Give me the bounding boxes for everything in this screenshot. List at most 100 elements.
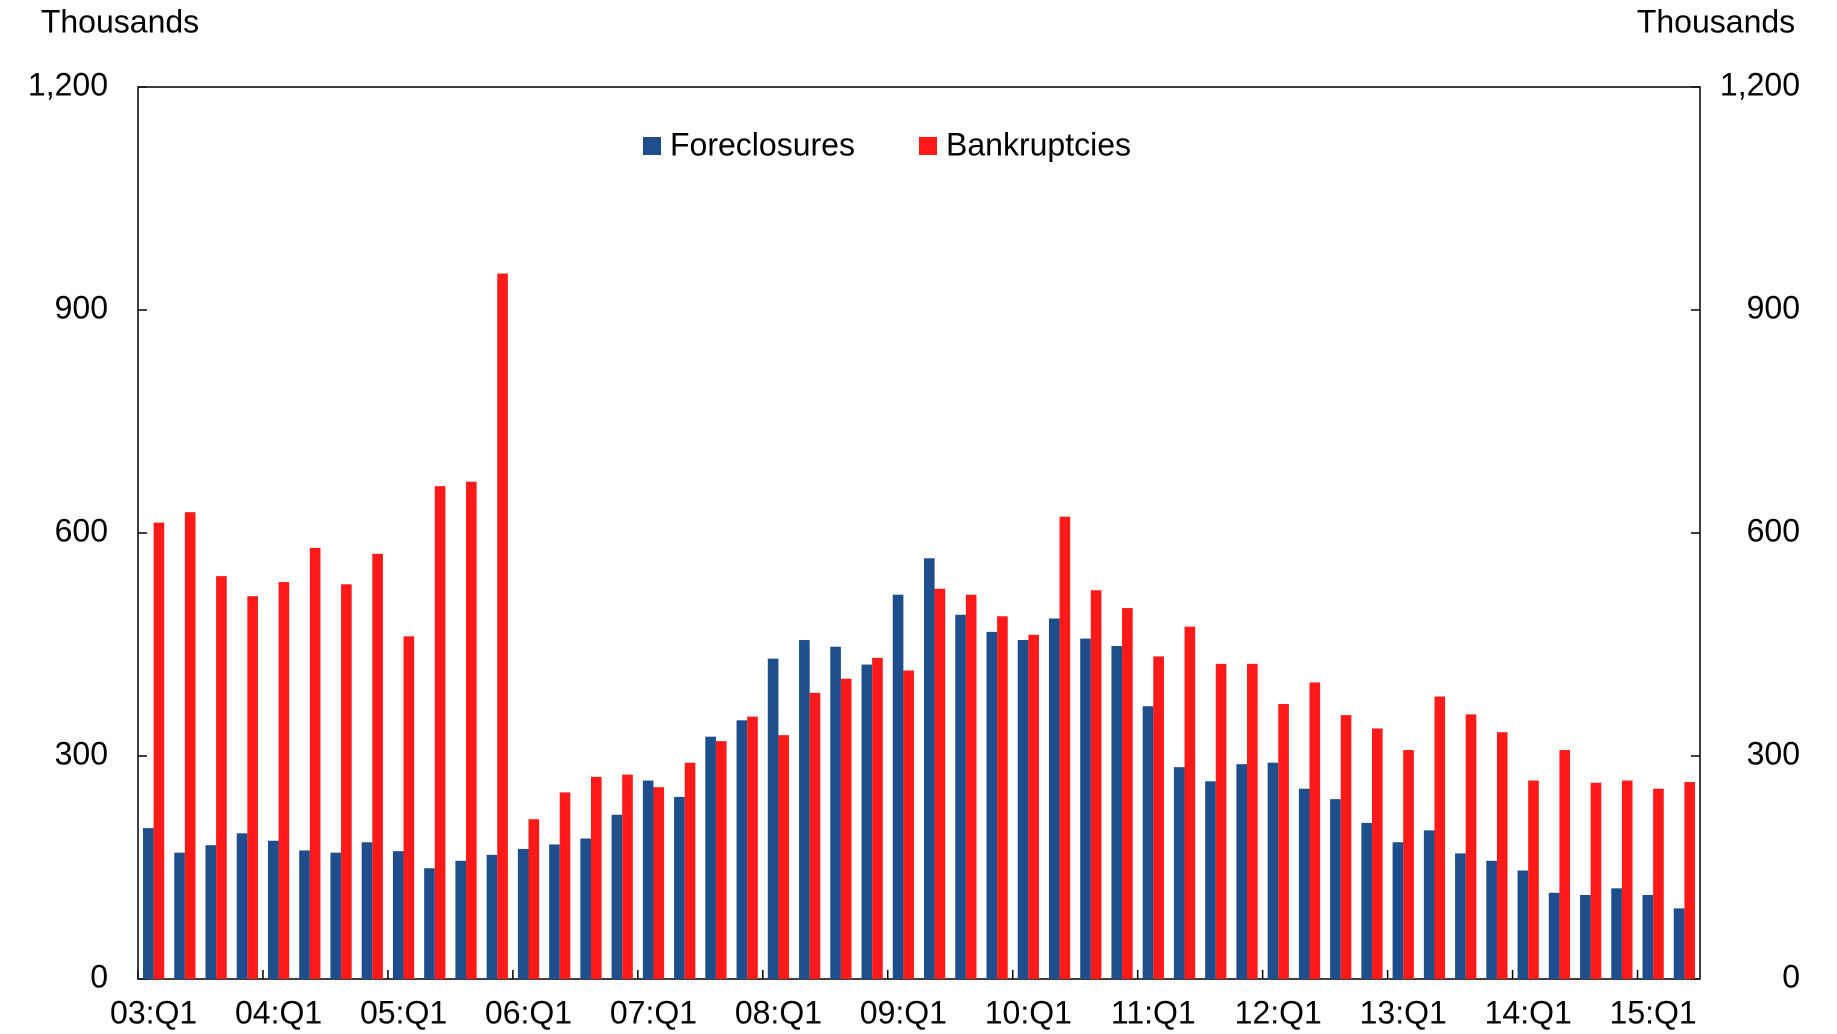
bar (247, 596, 258, 979)
bar (767, 658, 779, 979)
bar (424, 868, 435, 979)
bar (153, 522, 165, 979)
bar (1455, 853, 1466, 979)
bar (1590, 782, 1602, 979)
bar (1621, 780, 1633, 979)
bar (986, 631, 998, 979)
bar (642, 780, 654, 979)
bar (1465, 714, 1477, 979)
bar (497, 273, 508, 979)
bar (955, 614, 966, 979)
bar (1684, 782, 1696, 979)
bar (1142, 706, 1154, 979)
y2-tick-label: 1,200 (1720, 66, 1800, 102)
bar (1330, 799, 1341, 979)
legend-swatch (643, 137, 661, 155)
bar (184, 512, 196, 979)
bar (590, 776, 602, 979)
y2-tick-label: 0 (1782, 958, 1800, 994)
x-tick-label: 07:Q1 (610, 994, 697, 1030)
bar (1361, 822, 1372, 979)
bar (455, 860, 467, 979)
bar (1111, 645, 1123, 979)
bar (517, 848, 529, 979)
bar (372, 553, 383, 979)
bar (486, 854, 498, 979)
x-tick-label: 14:Q1 (1485, 994, 1572, 1030)
bar (872, 657, 883, 979)
bar (778, 735, 790, 979)
y-tick-label: 900 (55, 289, 108, 325)
bar (1517, 870, 1529, 979)
bar (1559, 750, 1571, 979)
bar (1580, 895, 1591, 979)
y-tick-label: 600 (55, 512, 108, 548)
bar (392, 851, 404, 979)
y2-tick-label: 900 (1747, 289, 1800, 325)
bar (674, 796, 685, 979)
bar (611, 814, 623, 979)
bar (840, 678, 852, 979)
bar (1642, 895, 1654, 979)
bar (142, 828, 154, 979)
bar (1215, 663, 1227, 979)
bar (903, 670, 915, 979)
bar (622, 774, 633, 979)
bar (1340, 715, 1352, 979)
bar (1122, 608, 1133, 979)
bar (1278, 703, 1289, 979)
bar (892, 594, 904, 979)
x-tick-label: 15:Q1 (1610, 994, 1697, 1030)
bar (549, 844, 560, 979)
x-tick-label: 10:Q1 (985, 994, 1072, 1030)
bar (434, 486, 446, 979)
legend-swatch (919, 137, 937, 155)
bar (1423, 830, 1435, 979)
bar (1486, 860, 1497, 979)
bar (1548, 892, 1560, 979)
bar (809, 692, 821, 979)
bar (1017, 640, 1029, 979)
bar (653, 787, 665, 979)
bar (330, 852, 342, 979)
bar (205, 845, 217, 979)
y-tick-label: 300 (55, 735, 108, 771)
bar (1236, 764, 1248, 979)
bar (216, 576, 227, 979)
bar (965, 594, 977, 979)
bar (1184, 626, 1196, 979)
x-tick-label: 13:Q1 (1360, 994, 1447, 1030)
bar (715, 741, 727, 979)
bar (1496, 732, 1508, 979)
bar (1309, 682, 1321, 979)
y-axis-label: Thousands (41, 3, 199, 39)
bar (1403, 750, 1414, 979)
y2-axis-label: Thousands (1637, 3, 1795, 39)
x-tick-label: 08:Q1 (735, 994, 822, 1030)
bar (736, 720, 748, 979)
bar (747, 716, 758, 979)
bar (580, 838, 591, 979)
y2-tick-label: 300 (1747, 735, 1800, 771)
bar (1298, 788, 1310, 979)
y-tick-label: 0 (90, 958, 108, 994)
bar (299, 850, 310, 979)
bar (403, 636, 415, 979)
x-tick-label: 09:Q1 (860, 994, 947, 1030)
bar (361, 842, 373, 979)
bar (1048, 618, 1060, 979)
x-tick-label: 04:Q1 (235, 994, 322, 1030)
legend-label: Bankruptcies (946, 126, 1131, 162)
bar (1392, 842, 1404, 979)
bar (1267, 762, 1279, 979)
bar (1205, 781, 1216, 979)
bar (799, 640, 810, 979)
bar (1153, 656, 1164, 979)
bar (528, 819, 540, 979)
bar (1028, 634, 1039, 979)
bar (1673, 908, 1685, 979)
bar (1434, 696, 1446, 979)
bar (923, 558, 935, 979)
x-tick-label: 12:Q1 (1235, 994, 1322, 1030)
bar (466, 481, 477, 979)
